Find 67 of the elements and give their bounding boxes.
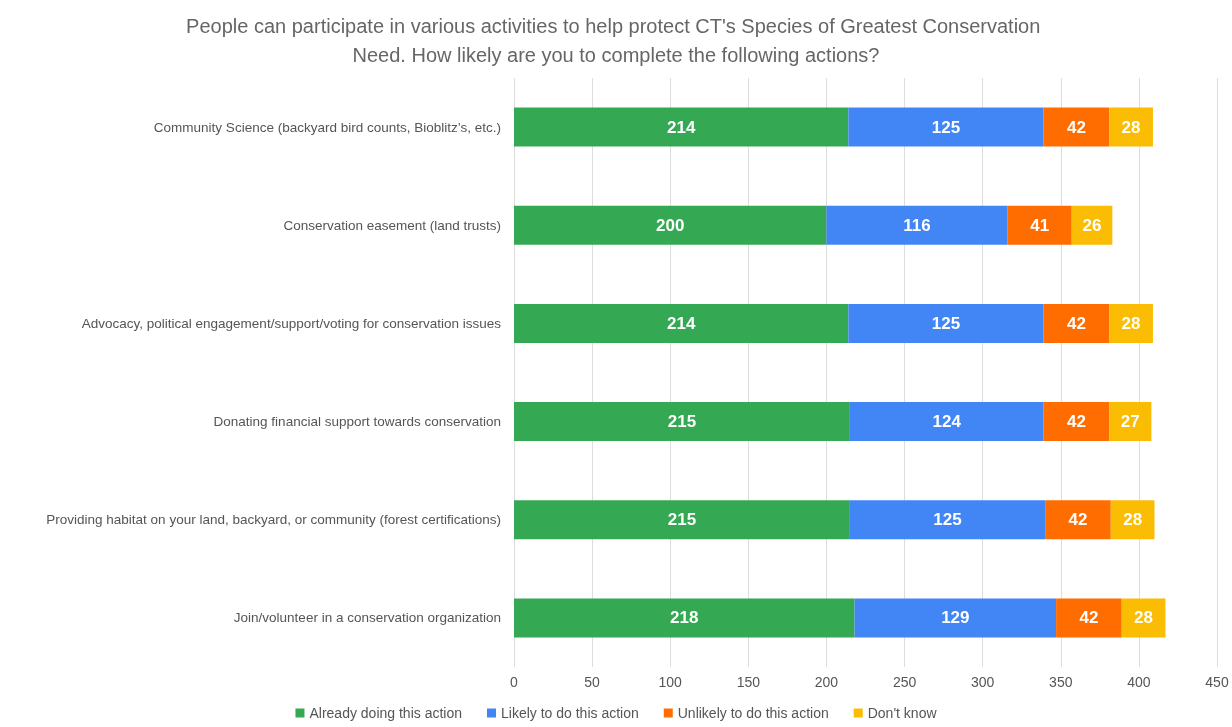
data-label: 42 [1068, 510, 1088, 530]
bar [514, 598, 855, 638]
bar [514, 402, 850, 442]
bar [1109, 402, 1152, 442]
bar [848, 303, 1044, 343]
data-label: 215 [667, 412, 697, 432]
x-tick-label: 400 [1127, 674, 1151, 690]
data-label: 200 [656, 215, 685, 235]
data-label: 28 [1121, 117, 1141, 137]
bar [1056, 598, 1122, 638]
bar [1043, 107, 1110, 147]
bar [826, 205, 1008, 245]
y-tick-label: Conservation easement (land trusts) [283, 217, 501, 233]
bar [1043, 303, 1110, 343]
data-label: 42 [1066, 313, 1086, 333]
y-tick-label: Providing habitat on your land, backyard, or community (forest certifications) [46, 512, 501, 528]
bar [1110, 500, 1155, 540]
legend-label: Don't know [867, 705, 938, 721]
bar [1045, 500, 1111, 540]
data-label: 28 [1123, 510, 1143, 530]
bar [514, 205, 827, 245]
y-tick-label: Community Science (backyard bird counts, Bioblitz’s, etc.) [153, 119, 501, 135]
data-label: 125 [931, 117, 961, 137]
y-tick-label: Join/volunteer in a conservation organization [233, 610, 501, 626]
bar [1109, 303, 1153, 343]
data-label: 218 [670, 608, 699, 628]
y-tick-label: Advocacy, political engagement/support/voting for conservation issues [81, 315, 502, 331]
y-tick-label: Donating financial support towards conservation [213, 414, 501, 430]
x-tick-label: 450 [1205, 674, 1229, 690]
data-label: 124 [932, 412, 962, 432]
x-tick-label: 100 [658, 674, 683, 690]
bar [514, 303, 849, 343]
data-label: 214 [666, 313, 696, 333]
data-label: 214 [666, 117, 696, 137]
data-label: 42 [1079, 608, 1099, 628]
bar [514, 107, 849, 147]
x-tick-label: 50 [584, 674, 601, 690]
data-label: 28 [1134, 608, 1154, 628]
data-label: 215 [667, 510, 697, 530]
data-label: 125 [931, 313, 961, 333]
bar [1043, 402, 1110, 442]
x-tick-label: 300 [970, 674, 995, 690]
legend-label: Already doing this action [309, 705, 463, 721]
bar [849, 500, 1046, 540]
x-tick-label: 150 [736, 674, 761, 690]
data-label: 129 [941, 608, 970, 628]
bar [1007, 205, 1072, 245]
data-label: 26 [1082, 215, 1102, 235]
legend-label: Unlikely to do this action [677, 705, 829, 721]
bar [514, 500, 850, 540]
x-tick-label: 200 [814, 674, 839, 690]
x-tick-label: 350 [1049, 674, 1073, 690]
chart-title: People can participate in various activities to help protect CT's Species of Greatest Conservation Need. How likely are you to complete the following actions? [186, 14, 1046, 66]
legend-label: Likely to do this action [501, 705, 639, 721]
data-label: 27 [1120, 412, 1140, 432]
data-label: 116 [903, 215, 931, 235]
x-tick-label: 250 [892, 674, 917, 690]
x-tick-label: 0 [510, 674, 519, 690]
data-label: 42 [1066, 412, 1086, 432]
data-label: 28 [1121, 313, 1141, 333]
bar [849, 402, 1044, 442]
data-label: 41 [1030, 215, 1050, 235]
data-label: 125 [933, 510, 962, 530]
bar [1109, 107, 1153, 147]
bar [848, 107, 1044, 147]
bar [854, 598, 1057, 638]
data-label: 42 [1066, 117, 1086, 137]
